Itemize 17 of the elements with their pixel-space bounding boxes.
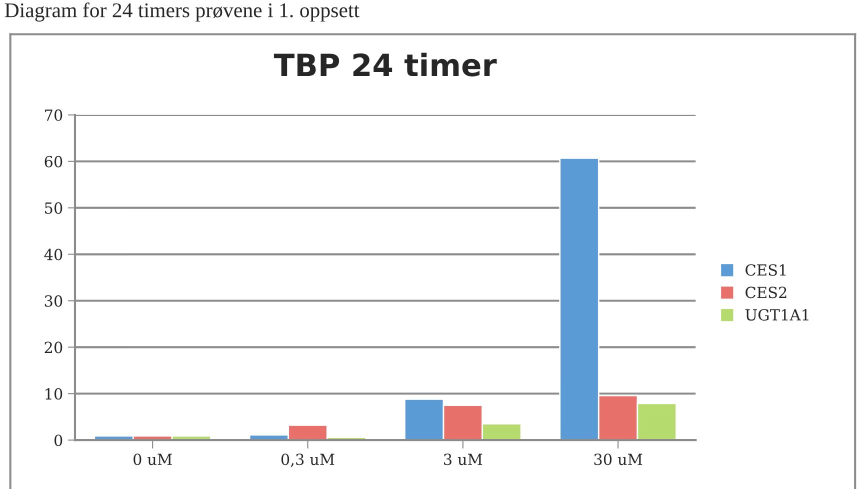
x-tick-label: 0,3 uM — [281, 454, 334, 467]
legend-label: CES1 — [746, 264, 786, 276]
legend-label: UGT1A1 — [745, 309, 808, 321]
y-tick-label: 30 — [44, 295, 62, 307]
y-tick-label: 10 — [46, 388, 62, 400]
chart-title: TBP 24 timer — [274, 52, 497, 76]
text: Diagram for 24 timers prøvene i 1. oppsett — [4, 2, 360, 22]
y-tick-label: 40 — [44, 248, 62, 260]
legend-label: CES2 — [746, 286, 786, 298]
x-tick-label: 0 uM — [134, 454, 172, 466]
x-tick-label: 3 uM — [444, 454, 482, 466]
y-tick-label: 70 — [45, 109, 62, 121]
x-tick-label: 30 uM — [594, 454, 642, 466]
y-tick-label: 20 — [44, 342, 62, 354]
y-tick-label: 60 — [44, 156, 62, 168]
y-tick-label: 0 — [54, 434, 62, 446]
y-tick-label: 50 — [45, 202, 62, 214]
